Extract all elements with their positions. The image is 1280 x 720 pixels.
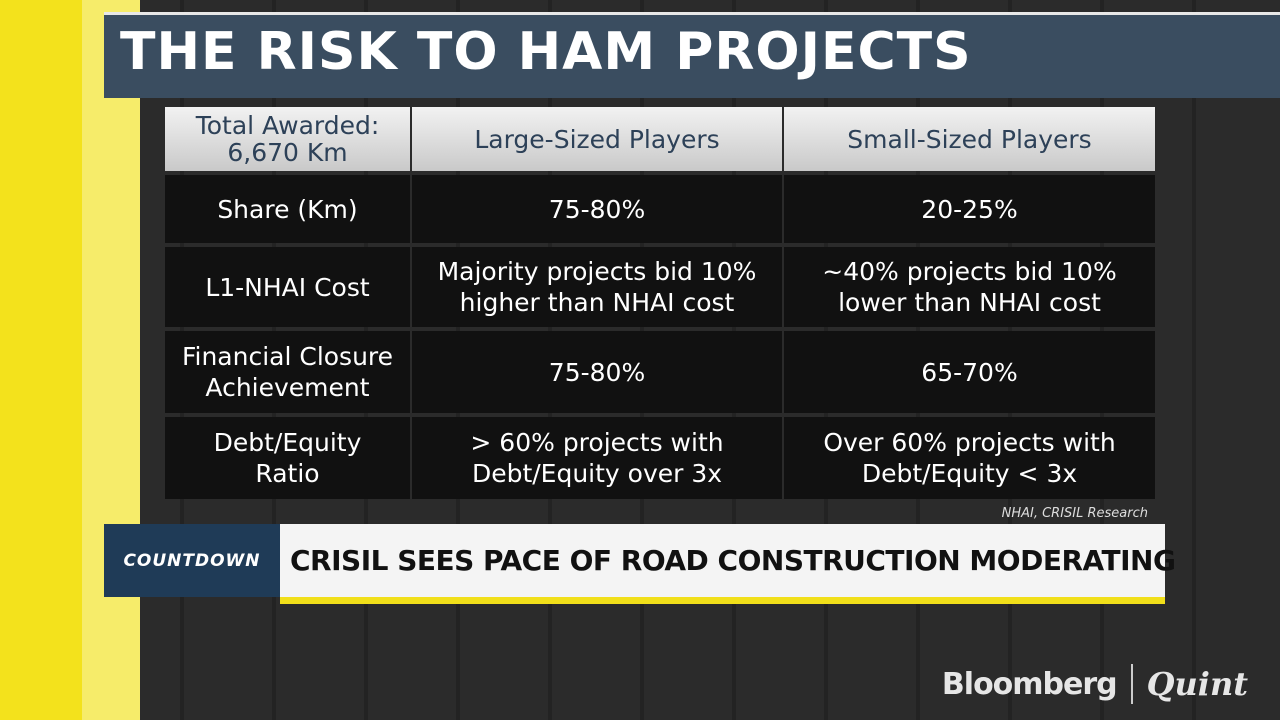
cell-text: 20-25% <box>921 194 1018 224</box>
header-cell: Small-Sized Players <box>784 107 1155 171</box>
header-cell: Total Awarded: 6,670 Km <box>165 107 410 171</box>
table-cell: 75-80% <box>412 331 782 413</box>
cell-text: L1-NHAI Cost <box>205 272 370 302</box>
cell-text: 75-80% <box>548 194 646 224</box>
yellow-stripe <box>0 0 82 720</box>
table-cell: Financial Closure Achievement <box>165 331 410 413</box>
cell-text: Small-Sized Players <box>847 124 1092 154</box>
cell-text: Debt/Equity over 3x <box>471 459 723 488</box>
cell-text: Ratio <box>255 459 320 488</box>
table-cell: > 60% projects with Debt/Equity over 3x <box>412 417 782 499</box>
cell-text: Large-Sized Players <box>474 124 720 154</box>
cell-text: Over 60% projects with <box>823 428 1116 457</box>
cell-text: lower than NHAI cost <box>838 288 1101 317</box>
table-cell: Share (Km) <box>165 175 410 243</box>
logo-separator <box>1130 664 1133 704</box>
logo-brand: Bloomberg <box>941 666 1118 702</box>
table-cell: 20-25% <box>784 175 1155 243</box>
cell-text: 75-80% <box>548 357 646 387</box>
ticker-tag: COUNTDOWN <box>104 524 280 597</box>
cell-text: 65-70% <box>921 357 1018 387</box>
table-cell: L1-NHAI Cost <box>165 247 410 327</box>
cell-text: Financial Closure <box>181 342 394 371</box>
cell-text: Share (Km) <box>217 194 358 224</box>
table-cell: Debt/Equity Ratio <box>165 417 410 499</box>
title: THE RISK TO HAM PROJECTS <box>120 22 972 82</box>
yellow-stripe <box>82 0 140 720</box>
cell-text: Achievement <box>205 373 370 402</box>
table-cell: ~40% projects bid 10% lower than NHAI cos… <box>784 247 1155 327</box>
cell-text: Majority projects bid 10% <box>437 257 757 286</box>
cell-text: 6,670 Km <box>227 138 348 167</box>
table-cell: 75-80% <box>412 175 782 243</box>
table-cell: 65-70% <box>784 331 1155 413</box>
logo: Bloomberg Quint <box>942 664 1248 704</box>
cell-text: Total Awarded: <box>195 111 380 140</box>
table-cell: Over 60% projects with Debt/Equity < 3x <box>784 417 1155 499</box>
header-cell: Large-Sized Players <box>412 107 782 171</box>
table-cell: Majority projects bid 10% higher than NHA… <box>412 247 782 327</box>
title-bar <box>104 12 1280 98</box>
source: NHAI, CRISIL Research <box>1001 506 1148 521</box>
cell-text: > 60% projects with <box>470 428 724 457</box>
cell-text: Debt/Equity <box>213 428 362 457</box>
ticker-headline: CRISIL SEES PACE OF ROAD CONSTRUCTION MO… <box>280 524 1176 604</box>
cell-text: higher than NHAI cost <box>459 288 735 317</box>
cell-text: ~40% projects bid 10% <box>822 257 1117 286</box>
cell-text: Debt/Equity < 3x <box>861 459 1078 488</box>
ticker-tag-text: COUNTDOWN <box>123 550 261 571</box>
logo-partner: Quint <box>1146 665 1248 703</box>
ticker-headline-text: CRISIL SEES PACE OF ROAD CONSTRUCTION MO… <box>290 544 1176 577</box>
